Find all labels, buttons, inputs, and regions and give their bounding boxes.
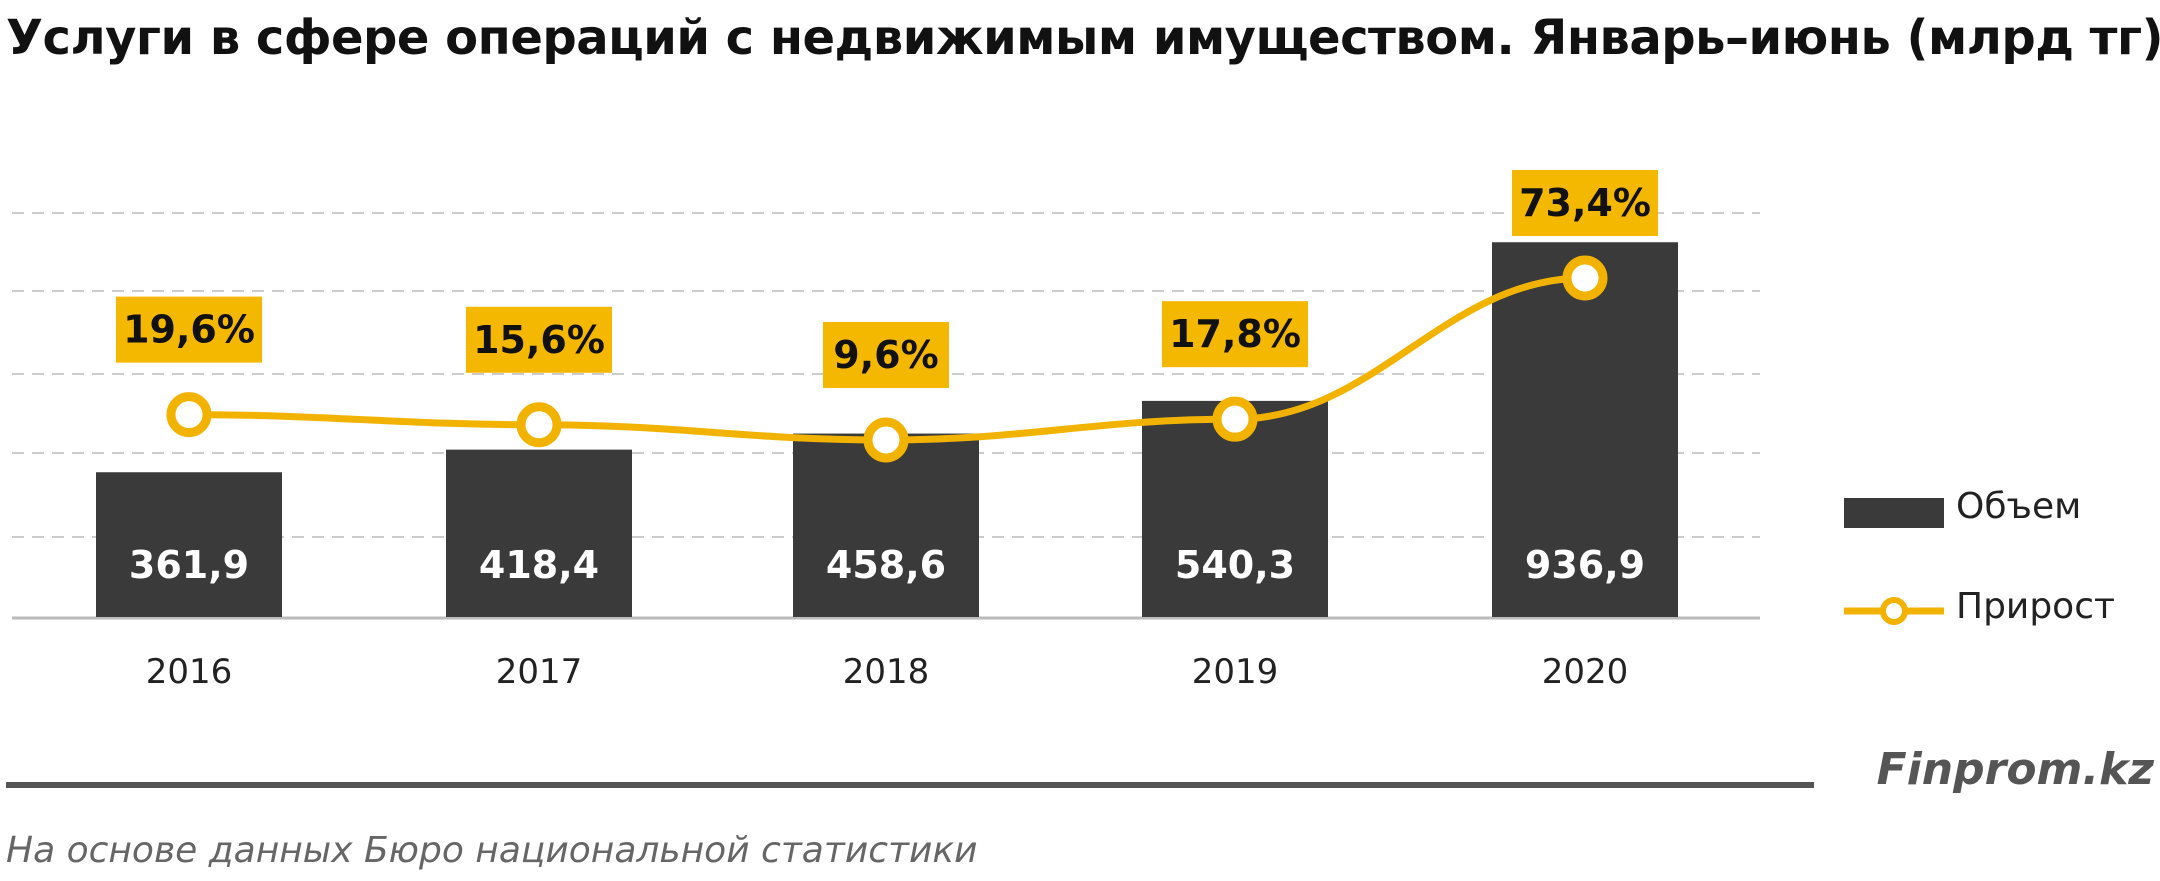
growth-label-2020: 73,4% (1519, 181, 1651, 225)
footer-divider (6, 782, 1814, 788)
chart-title: Услуги в сфере операций с недвижимым иму… (6, 10, 2160, 66)
source-note: На основе данных Бюро национальной стати… (6, 830, 978, 871)
growth-label-box-2020 (1512, 170, 1658, 236)
x-tick-label-2020: 2020 (1542, 652, 1629, 692)
legend-item-volume: Объем (1840, 480, 2150, 540)
bar-2020 (1492, 242, 1678, 618)
bar-series: 361,9 418,4 458,6 540,3 936,9 (96, 242, 1678, 618)
growth-label-box-2017 (466, 306, 612, 373)
legend-label-growth: Прирост (1956, 586, 2115, 627)
legend-label-volume: Объем (1956, 486, 2082, 527)
bar-value-label-2019: 540,3 (1175, 543, 1295, 587)
growth-label-box-2018 (823, 322, 949, 388)
brand-logo-text: Finprom.kz (1876, 744, 2154, 795)
gridlines (12, 212, 1760, 620)
growth-label-2017: 15,6% (473, 318, 605, 362)
x-axis-tick-labels: 2016 2017 2018 2019 2020 (146, 652, 1629, 692)
legend-line-swatch (1844, 597, 1944, 625)
growth-label-2016: 19,6% (123, 308, 255, 352)
legend-item-growth: Прирост (1840, 580, 2150, 640)
bar-2018 (793, 433, 979, 617)
growth-point-2016 (166, 392, 212, 438)
growth-label-box-2016 (116, 296, 262, 363)
bar-value-label-2020: 936,9 (1525, 543, 1645, 587)
x-tick-label-2016: 2016 (146, 652, 233, 692)
legend-bar-swatch (1844, 498, 1944, 528)
growth-point-2020 (1562, 255, 1608, 301)
bar-value-label-2018: 458,6 (826, 543, 946, 587)
growth-point-2019 (1212, 396, 1258, 442)
growth-label-2018: 9,6% (833, 333, 938, 377)
x-tick-label-2018: 2018 (843, 652, 930, 692)
bar-value-label-2017: 418,4 (479, 543, 599, 587)
growth-point-2017 (516, 402, 562, 448)
bar-2017 (446, 449, 632, 617)
bar-2016 (96, 472, 282, 617)
growth-line-series: 19,6% 15,6% 9,6% 17,8% 73,4% (116, 170, 1658, 463)
growth-label-box-2019 (1162, 301, 1308, 368)
growth-label-2019: 17,8% (1169, 312, 1301, 356)
x-tick-label-2017: 2017 (496, 652, 583, 692)
x-tick-label-2019: 2019 (1192, 652, 1279, 692)
bar-value-label-2016: 361,9 (129, 543, 249, 587)
growth-point-2018 (863, 417, 909, 463)
legend: Объем Прирост (1840, 480, 2150, 680)
